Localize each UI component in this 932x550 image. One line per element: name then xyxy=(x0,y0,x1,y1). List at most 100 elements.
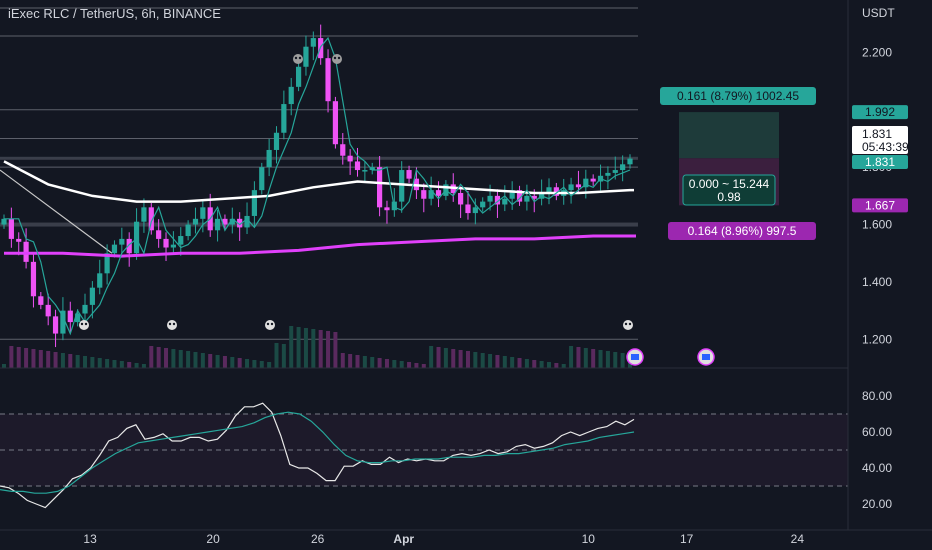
candle-body xyxy=(494,195,501,205)
volume-bar xyxy=(399,361,404,368)
candle-body xyxy=(332,101,339,145)
volume-bar xyxy=(281,344,286,368)
volume-bar xyxy=(569,346,574,368)
countdown-text: 05:43:39 xyxy=(862,140,909,154)
candle-body xyxy=(141,207,147,222)
volume-bar xyxy=(318,330,323,368)
volume-bar xyxy=(355,355,360,368)
volume-bar xyxy=(546,362,551,368)
volume-bar xyxy=(480,353,485,368)
volume-bar xyxy=(326,331,331,368)
volume-bar xyxy=(141,364,146,368)
volume-bar xyxy=(377,358,382,368)
candle-body xyxy=(214,218,221,231)
volume-bar xyxy=(289,326,294,368)
volume-bar xyxy=(443,348,448,368)
volume-bar xyxy=(554,363,559,368)
candle-body xyxy=(502,198,508,205)
target-price-tag: 1.992 xyxy=(852,105,908,120)
candle-body xyxy=(465,204,471,214)
volume-bar xyxy=(90,357,95,368)
skull-marker-icon xyxy=(167,320,177,330)
candle-body xyxy=(222,218,228,225)
candle-body xyxy=(38,296,44,305)
candle-body xyxy=(524,195,530,202)
candle-body xyxy=(480,201,486,208)
support-band xyxy=(0,222,638,227)
candle-body xyxy=(60,310,66,334)
volume-bar xyxy=(451,349,456,368)
volume-bar xyxy=(384,359,389,368)
candle-body xyxy=(163,238,169,248)
candle-body xyxy=(384,207,390,211)
candle-body xyxy=(1,218,7,225)
candle-body xyxy=(605,172,611,176)
candle-body xyxy=(303,46,309,67)
skull-marker-icon xyxy=(623,320,633,330)
candle-body xyxy=(237,218,243,228)
volume-bar xyxy=(576,347,581,368)
candle-body xyxy=(568,184,574,191)
skull-marker-icon xyxy=(79,320,89,330)
flag-event-icon xyxy=(697,348,715,366)
candle-body xyxy=(369,167,375,171)
rsi-signal-line xyxy=(0,411,635,494)
volume-bar xyxy=(458,350,463,368)
volume-bar xyxy=(465,351,470,368)
flag-event-icon xyxy=(626,348,644,366)
volume-bar xyxy=(495,355,500,368)
volume-bar xyxy=(362,356,367,368)
indicator-axis-tick-label: 40.00 xyxy=(862,461,892,475)
volume-bar xyxy=(83,356,88,368)
volume-bar xyxy=(245,359,250,368)
candle-body xyxy=(509,190,515,199)
entry-price-tag: 1.831 xyxy=(852,155,908,169)
candle-body xyxy=(583,178,589,188)
indicator-axis-tick-label: 20.00 xyxy=(862,497,892,511)
volume-bar xyxy=(164,348,169,368)
stop-price-tag: 1.667 xyxy=(852,198,908,213)
volume-bar xyxy=(24,348,29,368)
candle-body xyxy=(104,253,110,274)
volume-bar xyxy=(532,360,537,368)
volume-bar xyxy=(311,329,316,368)
volume-bar xyxy=(75,355,80,368)
volume-bar xyxy=(53,352,58,368)
candle-body xyxy=(295,66,302,87)
candle-body xyxy=(516,190,523,202)
volume-bar xyxy=(598,350,603,368)
volume-bar xyxy=(274,343,279,368)
price-axis-tick-label: 1.600 xyxy=(862,218,892,232)
volume-bar xyxy=(215,355,220,368)
candle-body xyxy=(89,287,95,305)
volume-bar xyxy=(127,362,132,368)
entry-price-tag-text: 1.831 xyxy=(865,155,895,169)
price-axis-tick-label: 1.200 xyxy=(862,332,892,346)
rsi-line xyxy=(0,402,635,509)
skull-marker-icon xyxy=(293,54,303,64)
stop-label: 0.164 (8.96%) 997.5 xyxy=(668,222,816,240)
time-axis-tick-label: 20 xyxy=(206,532,220,546)
volume-bar xyxy=(414,363,419,368)
volume-bar xyxy=(517,358,522,368)
volume-bar xyxy=(340,353,345,368)
volume-bar xyxy=(613,352,618,368)
last-price-text: 1.831 xyxy=(862,127,892,141)
candle-body xyxy=(575,184,582,188)
candle-body xyxy=(126,238,132,254)
candle-body xyxy=(192,218,199,225)
volume-bar xyxy=(208,354,213,368)
volume-bar xyxy=(348,354,353,368)
candle-body xyxy=(75,313,81,323)
volume-bar xyxy=(186,351,191,368)
volume-bar xyxy=(149,346,154,368)
skull-marker-icon xyxy=(265,320,275,330)
candle-body xyxy=(251,190,257,216)
target-price-tag-text: 1.992 xyxy=(865,105,895,119)
volume-bar xyxy=(134,363,139,368)
candle-body xyxy=(244,215,250,228)
volume-bar xyxy=(407,362,412,368)
